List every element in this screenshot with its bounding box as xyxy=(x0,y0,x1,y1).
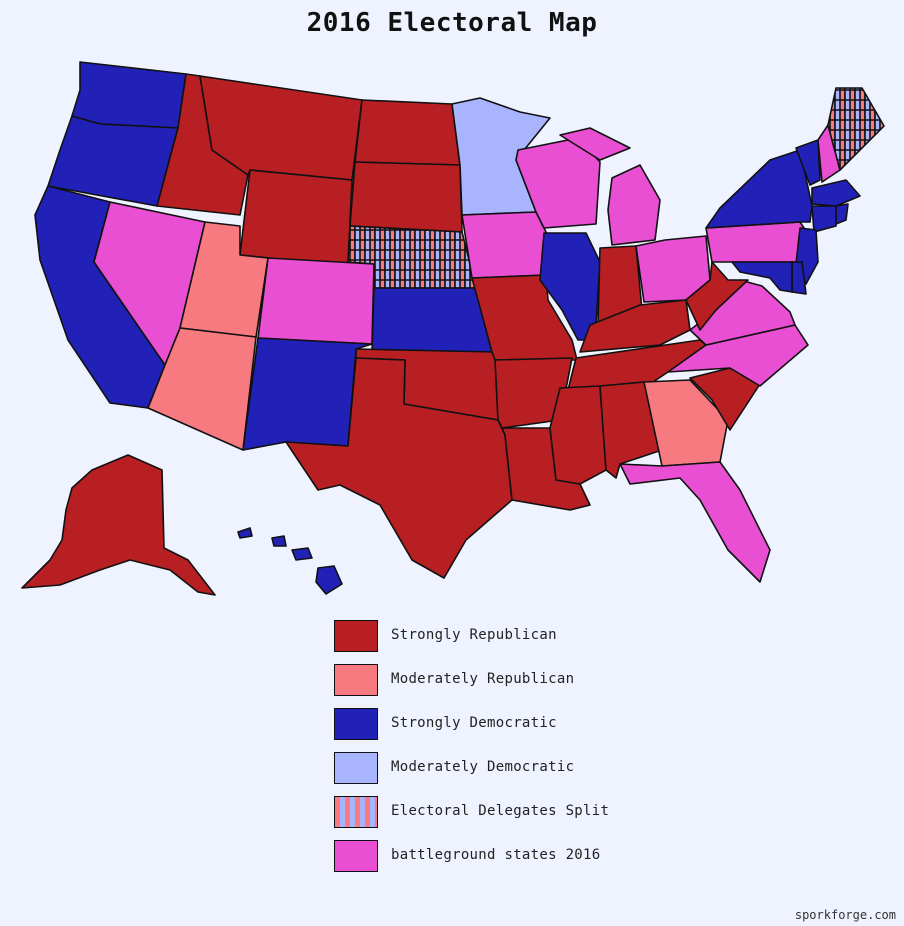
state-ct[interactable] xyxy=(811,205,837,233)
state-sd[interactable] xyxy=(349,161,463,233)
credit-text: sporkforge.com xyxy=(794,908,896,922)
legend-swatch-strong-dem xyxy=(334,708,378,740)
legend-item-split: Electoral Delegates Split xyxy=(334,796,654,830)
state-wv[interactable] xyxy=(685,261,749,331)
state-ma[interactable] xyxy=(811,179,861,207)
state-me[interactable] xyxy=(827,87,885,171)
state-ks[interactable] xyxy=(371,287,493,353)
legend-item-mod-rep: Moderately Republican xyxy=(334,664,654,698)
legend-label-strong-dem: Strongly Democratic xyxy=(391,715,557,731)
state-ms[interactable] xyxy=(549,385,607,485)
state-az[interactable] xyxy=(147,327,257,451)
state-co[interactable] xyxy=(257,257,375,345)
state-ri[interactable] xyxy=(835,203,849,225)
legend-swatch-battleground xyxy=(334,840,378,872)
state-ny[interactable] xyxy=(705,149,813,229)
state-ak[interactable] xyxy=(21,454,216,596)
legend-swatch-strong-rep xyxy=(334,620,378,652)
state-wy[interactable] xyxy=(239,169,353,267)
legend-label-split: Electoral Delegates Split xyxy=(391,803,610,819)
legend-swatch-mod-rep xyxy=(334,664,378,696)
state-ga[interactable] xyxy=(643,379,729,467)
state-mi[interactable] xyxy=(607,164,661,246)
state-hi[interactable] xyxy=(237,527,343,595)
legend-label-mod-rep: Moderately Republican xyxy=(391,671,575,687)
legend-swatch-split xyxy=(334,796,378,828)
legend-swatch-mod-dem xyxy=(334,752,378,784)
state-ia[interactable] xyxy=(461,211,551,279)
state-ar[interactable] xyxy=(494,357,573,429)
state-wa[interactable] xyxy=(71,61,187,129)
state-fl[interactable] xyxy=(619,461,771,583)
legend-label-strong-rep: Strongly Republican xyxy=(391,627,557,643)
state-nd[interactable] xyxy=(354,99,461,166)
state-vt[interactable] xyxy=(795,139,821,186)
state-mi-upper[interactable] xyxy=(559,127,631,161)
legend-item-strong-dem: Strongly Democratic xyxy=(334,708,654,742)
legend-item-mod-dem: Moderately Democratic xyxy=(334,752,654,786)
legend-item-battleground: battleground states 2016 xyxy=(334,840,654,874)
state-sc[interactable] xyxy=(689,367,761,431)
legend-label-battleground: battleground states 2016 xyxy=(391,847,601,863)
map-title: 2016 Electoral Map xyxy=(306,8,598,38)
state-tx[interactable] xyxy=(285,357,513,579)
legend-item-strong-rep: Strongly Republican xyxy=(334,620,654,654)
legend-label-mod-dem: Moderately Democratic xyxy=(391,759,575,775)
state-md[interactable] xyxy=(731,261,793,293)
